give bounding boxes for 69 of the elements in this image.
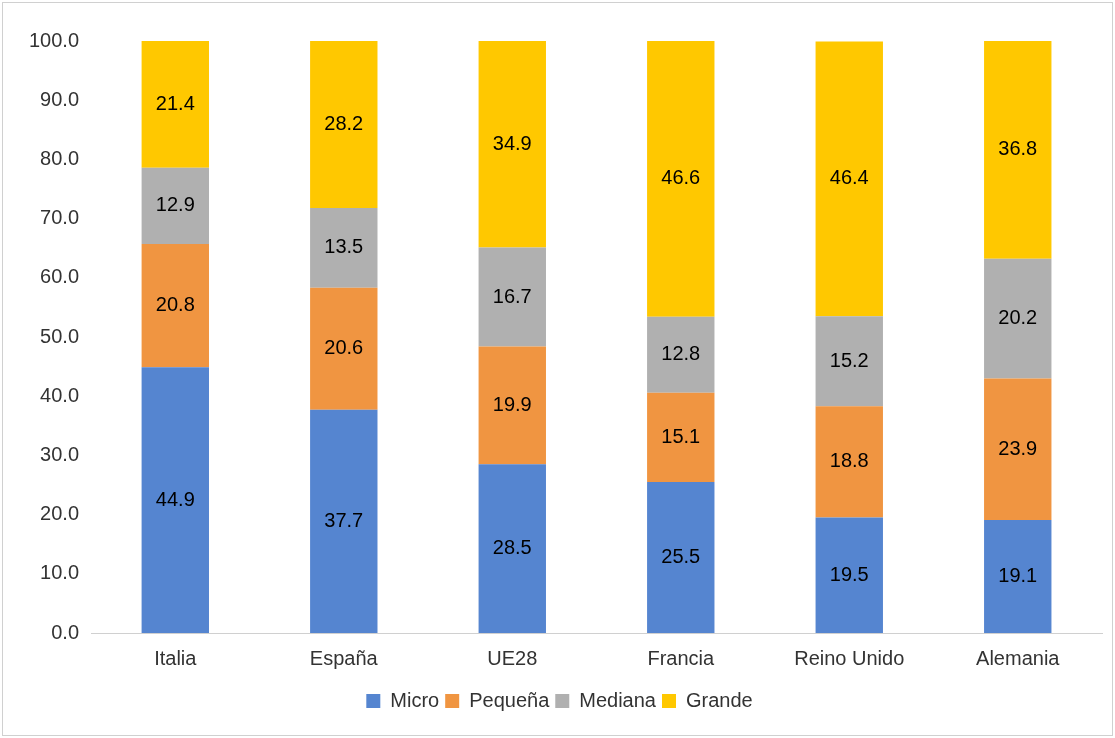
data-label: 44.9 [155,487,195,510]
bar [310,287,378,410]
bar [984,41,1052,259]
x-tick-label: Italia [154,646,198,669]
x-tick-label: Alemania [976,646,1061,669]
y-tick-label: 50.0 [40,324,80,347]
bar [310,409,378,633]
bar [141,244,209,368]
data-label: 25.5 [661,545,701,568]
bar [141,41,209,168]
data-label: 23.9 [998,436,1038,459]
bar [141,367,209,633]
y-tick-label: 20.0 [40,502,80,525]
data-label: 19.5 [829,562,869,585]
bar [478,346,546,465]
data-label: 16.7 [492,284,532,307]
data-label: 13.5 [324,235,364,258]
bar [815,517,883,633]
data-label: 37.7 [324,508,364,531]
data-label: 21.4 [155,91,195,114]
bar [984,258,1052,379]
bar [984,378,1052,520]
y-tick-label: 100.0 [28,28,80,51]
x-tick-label: Reino Unido [794,646,905,669]
bar [310,41,378,208]
data-label: 28.2 [324,111,364,134]
data-label: 15.2 [829,348,869,371]
bar [647,392,715,483]
y-tick-label: 90.0 [40,87,80,110]
data-label: 34.9 [492,131,532,154]
y-tick-label: 70.0 [40,206,80,229]
y-tick-label: 10.0 [40,561,80,584]
bar [141,167,209,245]
bar [815,406,883,518]
y-tick-label: 60.0 [40,265,80,288]
bar [647,316,715,393]
data-label: 19.1 [998,563,1038,586]
legend-label: Micro [390,688,440,711]
y-tick-label: 30.0 [40,442,80,465]
data-label: 12.8 [661,342,701,365]
data-label: 46.6 [661,166,701,189]
data-label: 15.1 [661,424,701,447]
data-label: 20.2 [998,306,1038,329]
bar [647,41,715,317]
data-label: 19.9 [492,392,532,415]
bar [815,41,883,317]
bar [478,41,546,248]
x-tick-label: Francia [647,646,715,669]
data-label: 36.8 [998,137,1038,160]
bar [815,316,883,407]
data-label: 28.5 [492,536,532,559]
x-tick-label: España [309,646,379,669]
x-tick-label: UE28 [487,646,538,669]
bar [310,207,378,288]
legend-label: Pequeña [469,688,551,711]
bar [647,482,715,633]
data-label: 46.4 [829,166,869,189]
bar [984,519,1052,633]
data-label: 20.6 [324,336,364,359]
y-tick-label: 0.0 [51,620,80,643]
data-label: 20.8 [155,293,195,316]
bar [478,464,546,633]
data-label: 18.8 [829,449,869,472]
y-tick-label: 80.0 [40,146,80,169]
data-label: 12.9 [155,193,195,216]
legend-label: Grande [685,688,753,711]
legend-label: Mediana [579,688,657,711]
bar [478,247,546,347]
y-tick-label: 40.0 [40,383,80,406]
